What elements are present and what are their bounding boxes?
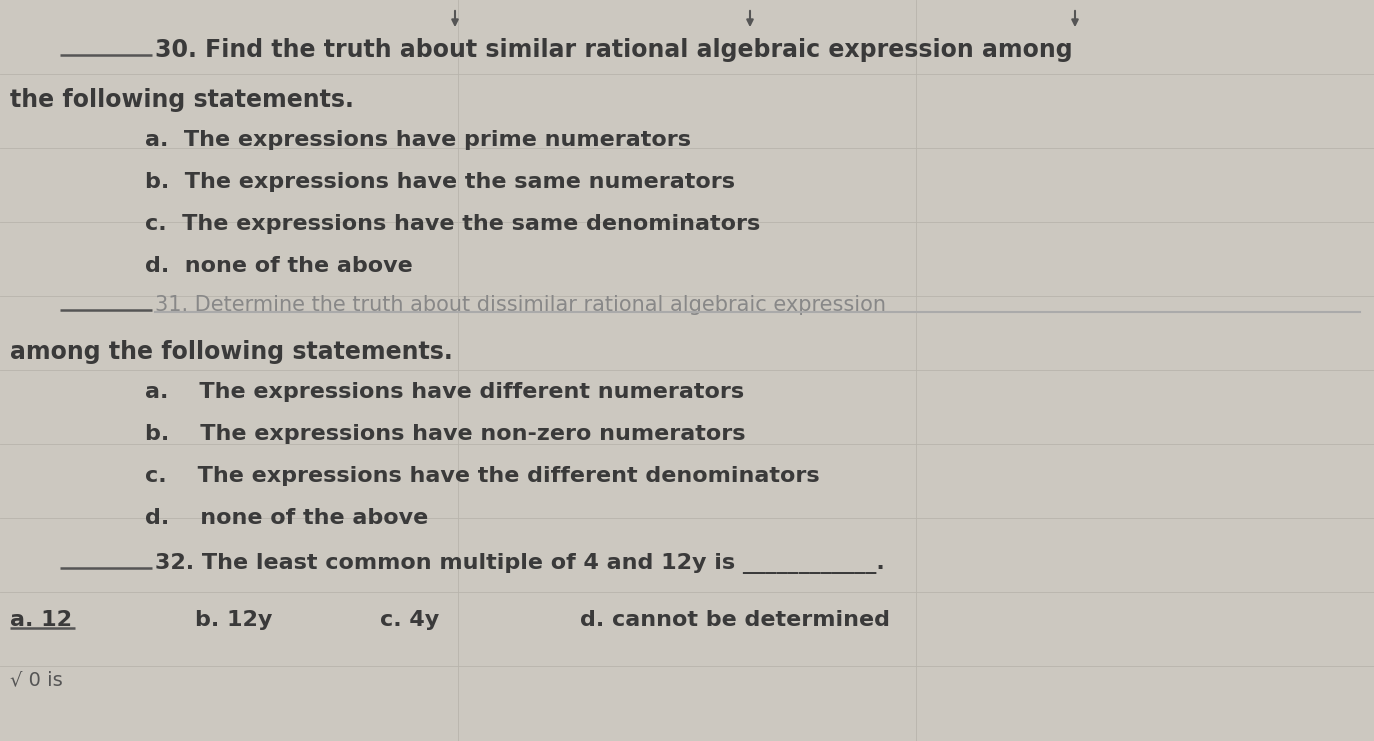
Text: 30. Find the truth about similar rational algebraic expression among: 30. Find the truth about similar rationa…	[155, 38, 1073, 62]
Text: c.  The expressions have the same denominators: c. The expressions have the same denomin…	[146, 214, 760, 234]
Text: d.  none of the above: d. none of the above	[146, 256, 412, 276]
Text: d.    none of the above: d. none of the above	[146, 508, 429, 528]
Text: b.    The expressions have non-zero numerators: b. The expressions have non-zero numerat…	[146, 424, 746, 444]
Text: b.  The expressions have the same numerators: b. The expressions have the same numerat…	[146, 172, 735, 192]
Text: among the following statements.: among the following statements.	[10, 340, 453, 364]
Text: 31. Determine the truth about dissimilar rational algebraic expression: 31. Determine the truth about dissimilar…	[155, 295, 886, 315]
Text: a.    The expressions have different numerators: a. The expressions have different numera…	[146, 382, 745, 402]
Text: 32. The least common multiple of 4 and 12y is ____________.: 32. The least common multiple of 4 and 1…	[155, 553, 885, 574]
Text: a. 12: a. 12	[10, 610, 71, 630]
Text: a.  The expressions have prime numerators: a. The expressions have prime numerators	[146, 130, 691, 150]
Text: c. 4y: c. 4y	[381, 610, 440, 630]
Text: b. 12y: b. 12y	[195, 610, 272, 630]
Text: c.    The expressions have the different denominators: c. The expressions have the different de…	[146, 466, 820, 486]
Text: d. cannot be determined: d. cannot be determined	[580, 610, 890, 630]
Text: √ 0 is: √ 0 is	[10, 670, 63, 689]
Text: the following statements.: the following statements.	[10, 88, 354, 112]
